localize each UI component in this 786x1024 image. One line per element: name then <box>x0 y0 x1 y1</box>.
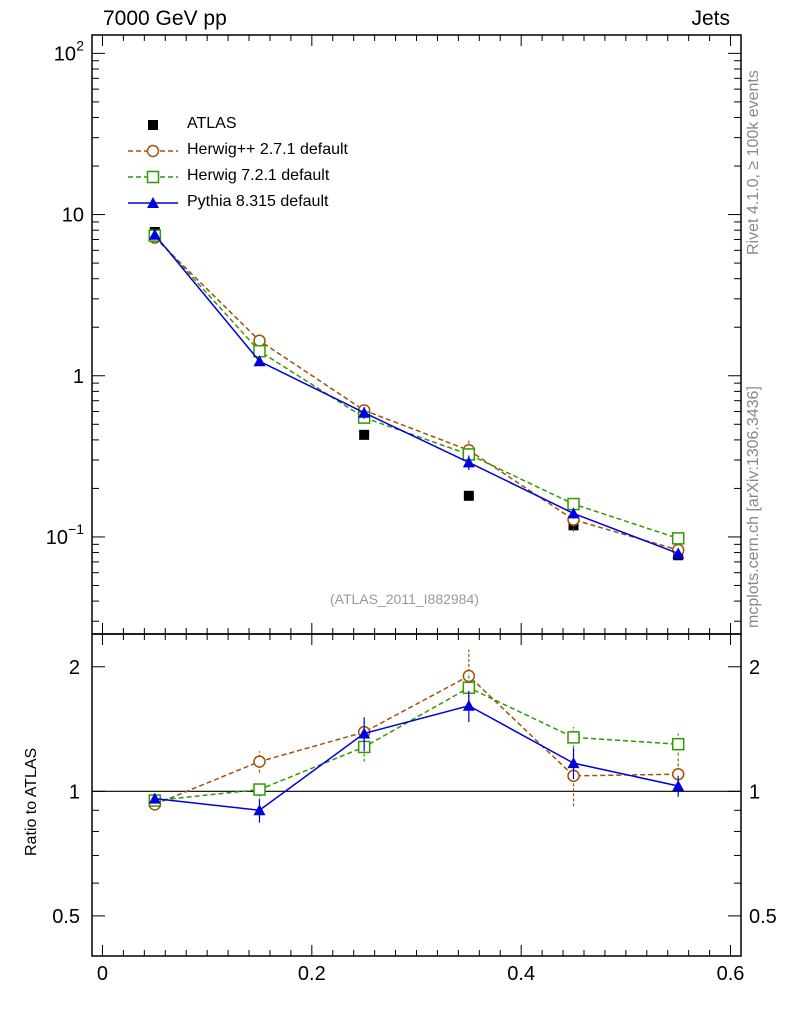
data-point <box>147 197 159 208</box>
ratio-series-pythia <box>148 690 685 823</box>
y-tick-exponent: −1 <box>68 521 84 537</box>
x-tick-label: 0 <box>97 963 108 985</box>
data-point <box>253 755 266 768</box>
x-tick-label: 0.6 <box>717 963 745 985</box>
ratio-plot-frame <box>91 633 742 957</box>
data-point <box>358 406 371 418</box>
data-point <box>359 429 370 440</box>
ratio-series-line <box>154 675 679 806</box>
data-point <box>672 547 685 559</box>
main-series-herwigpp <box>148 231 685 559</box>
data-point <box>148 228 161 240</box>
data-point <box>567 507 580 519</box>
ratio-y-tick-label: 1 <box>69 781 80 803</box>
data-point <box>253 355 266 367</box>
y-tick-exponent: 2 <box>76 37 84 53</box>
data-point <box>253 783 266 796</box>
legend-marker-pythia <box>128 197 178 208</box>
legend-marker-atlas <box>148 120 158 130</box>
legend-marker-herwigpp <box>128 144 178 158</box>
main-series-atlas <box>149 226 684 561</box>
legend-label: Herwig++ 2.7.1 default <box>187 141 348 158</box>
x-tick-label: 0.4 <box>507 963 535 985</box>
y-tick-label: 10 <box>54 43 76 65</box>
ratio-series-herwig7 <box>148 673 685 807</box>
data-point <box>567 757 580 769</box>
data-point <box>146 144 160 158</box>
observable-label: Jets <box>691 7 730 30</box>
legend-label: Herwig 7.2.1 default <box>187 167 330 184</box>
reference-label: (ATLAS_2011_I882984) <box>330 591 479 607</box>
main-series-line <box>154 235 679 540</box>
ratio-y-tick-label-right: 0.5 <box>749 906 777 928</box>
data-point <box>148 120 158 130</box>
data-point <box>671 737 685 751</box>
data-point <box>672 780 685 792</box>
data-point <box>567 731 580 744</box>
y-tick-label: 10 <box>46 527 68 549</box>
data-point <box>253 334 266 347</box>
ratio-y-tick-label-right: 1 <box>749 781 760 803</box>
data-point <box>671 532 685 545</box>
data-point <box>148 792 161 804</box>
ratio-series-line <box>154 704 679 812</box>
main-series-line <box>154 237 679 551</box>
main-series-herwig7 <box>148 229 685 545</box>
data-point <box>253 804 266 816</box>
data-point <box>462 699 475 711</box>
data-point <box>253 344 266 358</box>
ratio-y-tick-label-right: 2 <box>749 657 760 679</box>
energy-label: 7000 GeV pp <box>103 7 227 30</box>
ratio-axis-label: Ratio to ATLAS <box>23 747 40 856</box>
main-series-line <box>154 234 679 555</box>
main-series-pythia <box>148 228 685 559</box>
ratio-y-tick-label: 0.5 <box>52 906 80 928</box>
data-point <box>358 727 371 739</box>
data-point <box>146 170 160 184</box>
x-tick-label: 0.2 <box>298 963 326 985</box>
legend-label: ATLAS <box>187 115 237 132</box>
y-tick-label: 10 <box>62 205 84 227</box>
data-point <box>463 490 474 501</box>
ratio-series-herwigpp <box>148 649 685 811</box>
data-point <box>462 456 475 468</box>
ratio-y-tick-label: 2 <box>69 657 80 679</box>
legend-marker-herwig7 <box>128 170 178 184</box>
legend-label: Pythia 8.315 default <box>187 193 329 210</box>
y-tick-label: 1 <box>73 366 84 388</box>
